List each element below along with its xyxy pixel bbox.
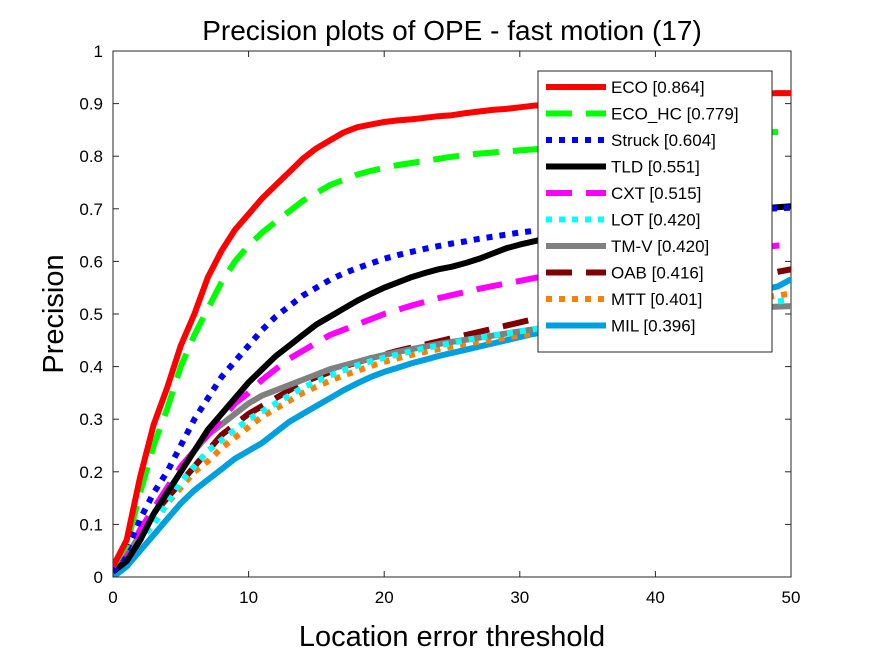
y-tick-label: 0.2 (79, 463, 103, 482)
x-tick-label: 0 (108, 588, 117, 607)
legend: ECO [0.864] ECO_HC [0.779] Struck [0.604] T… (537, 70, 773, 353)
y-tick-label: 0.9 (79, 95, 103, 114)
legend-entry-label: OAB [0.416] (611, 264, 704, 283)
axis-ticks: 0 10 20 30 40 50 0 0.1 0.2 0.3 0.4 0.5 0.6 0.7 0.8 0.9 1 (79, 42, 800, 607)
y-tick-label: 0.1 (79, 515, 103, 534)
y-tick-label: 0.6 (79, 252, 103, 271)
legend-entry-label: CXT [0.515] (611, 184, 701, 203)
series-line-mtt (113, 290, 791, 575)
y-tick-label: 0.7 (79, 200, 103, 219)
x-tick-label: 40 (646, 588, 665, 607)
y-axis-label: Precision (38, 254, 70, 373)
x-tick-label: 20 (375, 588, 394, 607)
y-tick-label: 0.4 (79, 358, 103, 377)
legend-entry-label: TLD [0.551] (611, 158, 700, 177)
legend-entry-label: LOT [0.420] (611, 211, 700, 230)
y-tick-label: 0 (94, 568, 103, 587)
y-tick-label: 0.8 (79, 147, 103, 166)
chart-title: Precision plots of OPE - fast motion (17… (202, 15, 702, 46)
y-tick-label: 0.5 (79, 305, 103, 324)
x-tick-label: 10 (239, 588, 258, 607)
y-tick-label: 0.3 (79, 410, 103, 429)
legend-entry-label: MTT [0.401] (611, 290, 702, 309)
legend-entry-label: Struck [0.604] (611, 131, 716, 150)
series-line-struck (113, 204, 791, 574)
legend-box (537, 70, 773, 353)
x-tick-label: 50 (782, 588, 801, 607)
legend-entry-label: ECO [0.864] (611, 78, 705, 97)
y-tick-label: 1 (94, 42, 103, 61)
legend-entry-label: ECO_HC [0.779] (611, 105, 739, 124)
legend-entry-label: TM-V [0.420] (611, 237, 709, 256)
x-tick-label: 30 (510, 588, 529, 607)
legend-entry-label: MIL [0.396] (611, 317, 695, 336)
x-axis-label: Location error threshold (299, 621, 605, 653)
